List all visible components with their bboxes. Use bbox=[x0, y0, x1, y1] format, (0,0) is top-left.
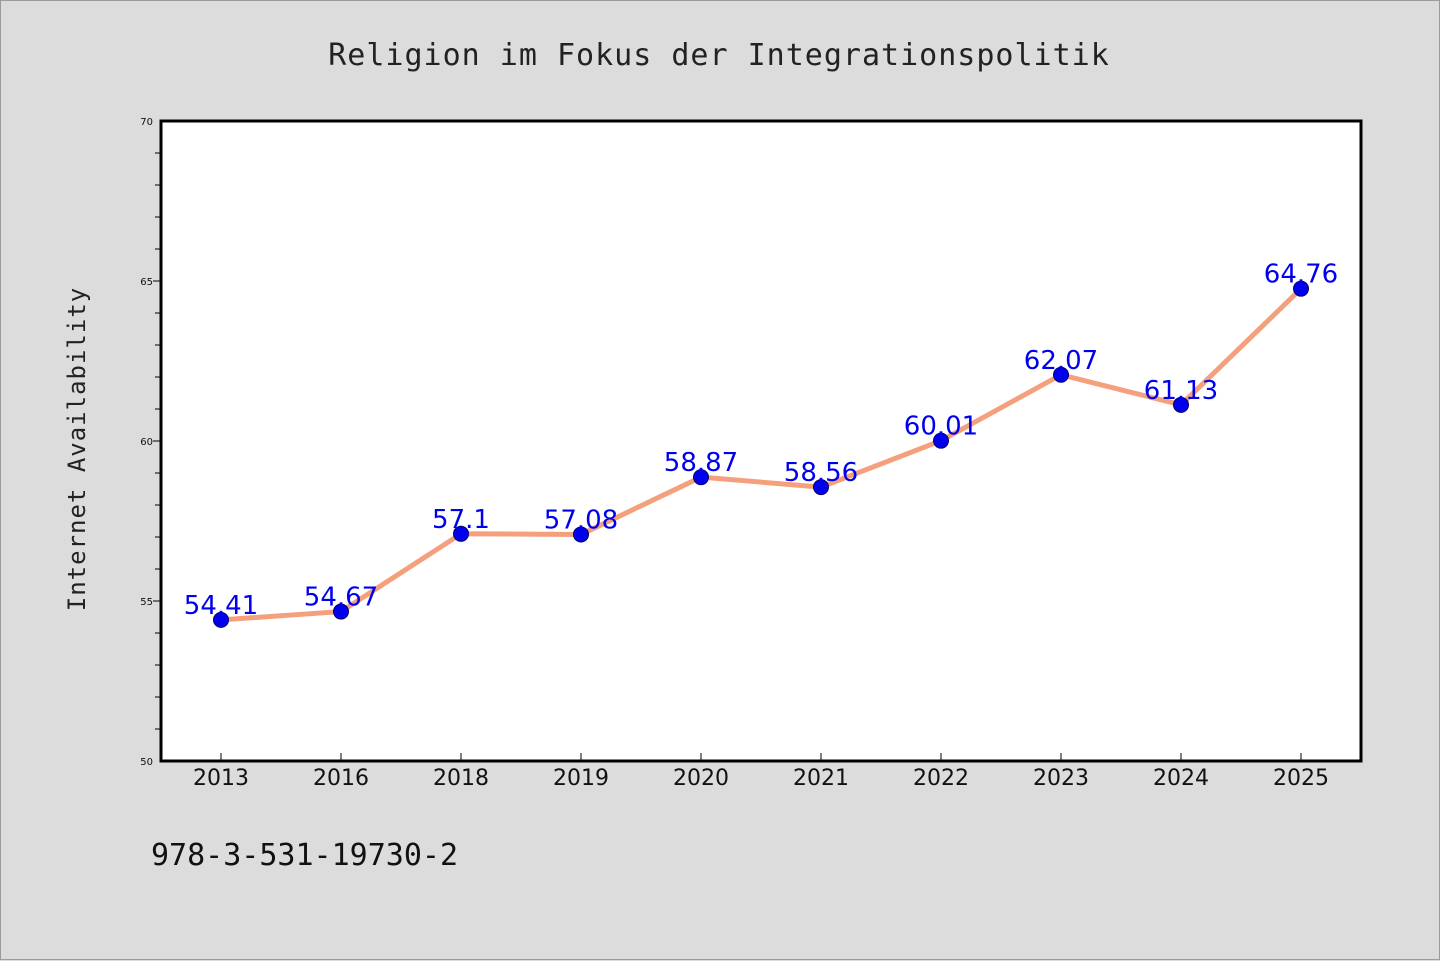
data-value-label: 57.08 bbox=[544, 505, 618, 535]
chart-title: Religion im Fokus der Integrationspoliti… bbox=[328, 38, 1110, 73]
isbn-text: 978-3-531-19730-2 bbox=[151, 838, 458, 873]
y-axis-label: Internet Availability bbox=[63, 287, 91, 611]
data-value-label: 61.13 bbox=[1144, 376, 1218, 406]
data-value-label: 57.1 bbox=[432, 505, 490, 535]
x-tick-label: 2020 bbox=[673, 766, 729, 791]
x-tick-label: 2022 bbox=[913, 766, 969, 791]
y-tick-label: 70 bbox=[140, 117, 153, 128]
plot-area bbox=[161, 121, 1361, 761]
x-tick-label: 2016 bbox=[313, 766, 369, 791]
y-tick-label: 65 bbox=[140, 277, 153, 288]
data-point bbox=[933, 432, 949, 449]
x-tick-labels: 2013 2016 2018 2019 2020 2021 2022 2023 2024 2025 bbox=[193, 766, 1329, 791]
data-value-label: 54.41 bbox=[184, 591, 258, 621]
data-value-label: 58.56 bbox=[784, 458, 858, 488]
data-markers bbox=[213, 280, 1309, 628]
data-point bbox=[333, 603, 349, 620]
data-value-label: 62.07 bbox=[1024, 346, 1098, 376]
data-point bbox=[813, 479, 829, 496]
x-tick-label: 2013 bbox=[193, 766, 249, 791]
y-tick-labels: 50 55 60 65 70 bbox=[140, 117, 153, 768]
x-tick-label: 2023 bbox=[1033, 766, 1089, 791]
y-tick-label: 60 bbox=[140, 437, 153, 448]
data-value-label: 64.76 bbox=[1264, 260, 1338, 290]
series-line bbox=[218, 286, 1304, 623]
data-point bbox=[213, 611, 229, 628]
x-tick-label: 2021 bbox=[793, 766, 849, 791]
plot-frame bbox=[159, 119, 1363, 763]
data-point bbox=[1293, 280, 1309, 297]
data-value-label: 60.01 bbox=[904, 412, 978, 442]
data-value-label: 58.87 bbox=[664, 448, 738, 478]
y-tick-label: 55 bbox=[140, 597, 153, 608]
x-tick-label: 2019 bbox=[553, 766, 609, 791]
data-point bbox=[573, 526, 589, 543]
data-labels: 54.41 54.67 57.1 57.08 58.87 58.56 60.01 62.07 6… bbox=[184, 260, 1338, 621]
data-point bbox=[1053, 366, 1069, 383]
series-line-layer bbox=[218, 286, 1304, 623]
x-tick-label: 2025 bbox=[1273, 766, 1329, 791]
data-value-label: 54.67 bbox=[304, 583, 378, 613]
data-point bbox=[1173, 396, 1189, 413]
data-point bbox=[693, 469, 709, 486]
y-tick-label: 50 bbox=[140, 757, 153, 768]
x-tick-label: 2024 bbox=[1153, 766, 1209, 791]
x-tick-label: 2018 bbox=[433, 766, 489, 791]
data-point bbox=[453, 525, 469, 542]
